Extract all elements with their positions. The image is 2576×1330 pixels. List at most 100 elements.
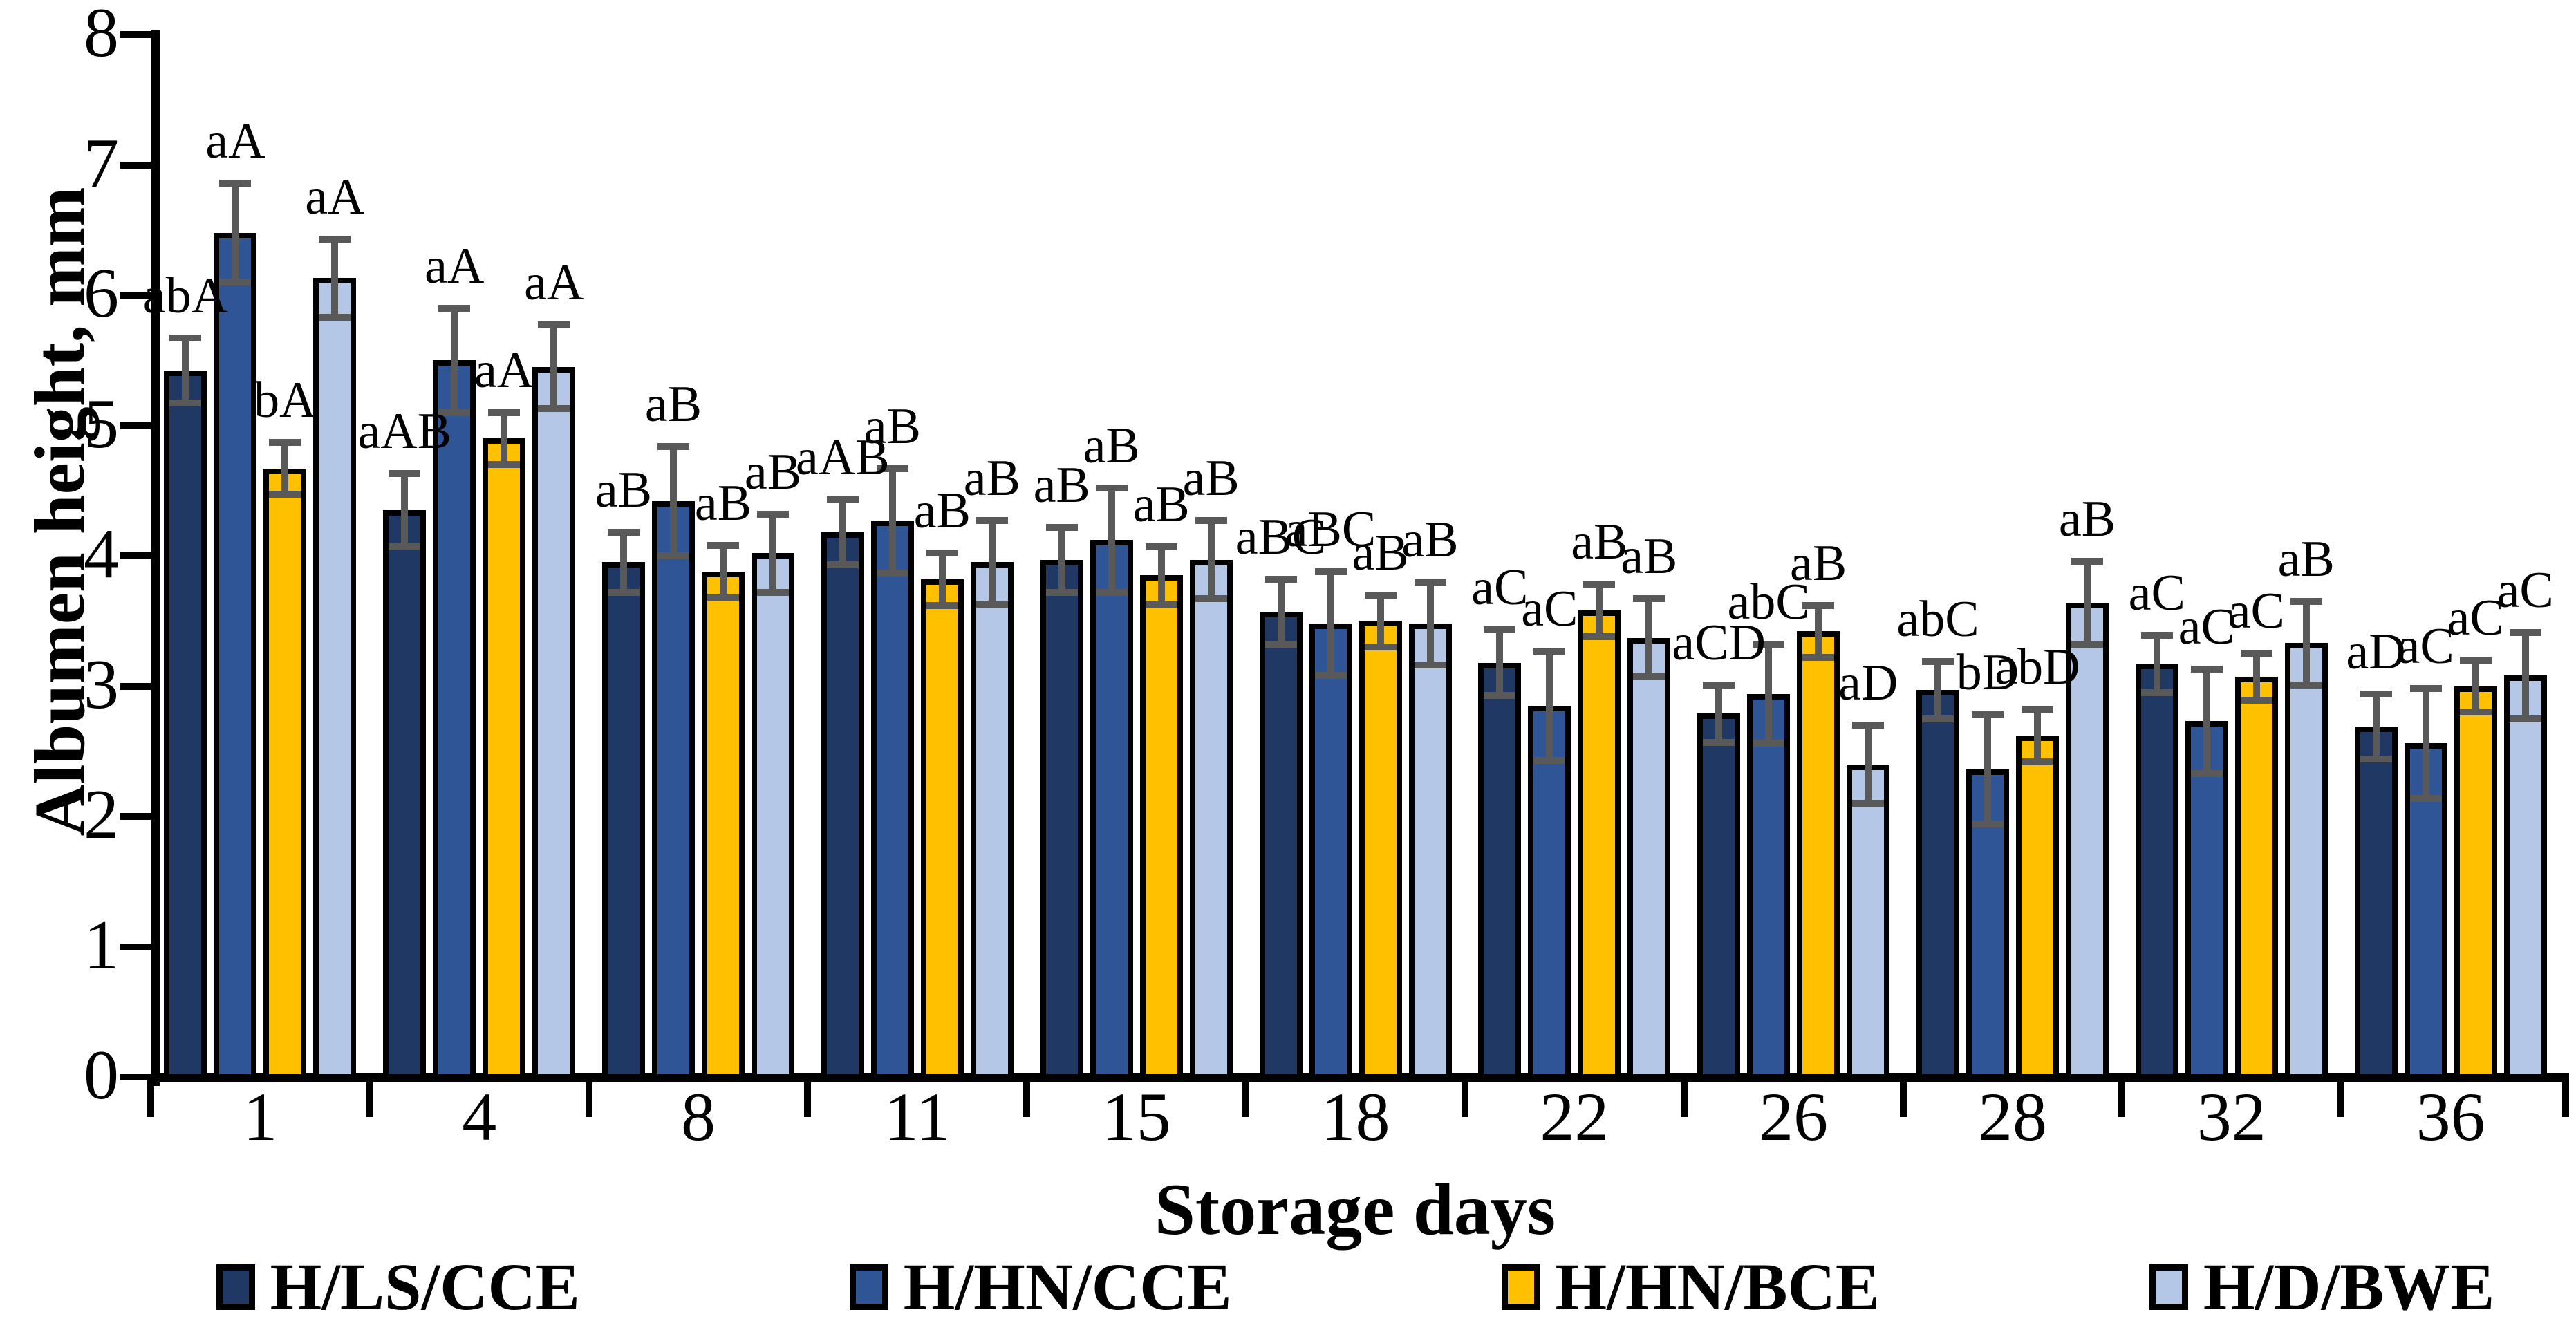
error-bar-cap-top xyxy=(876,465,908,472)
significance-label: aCD xyxy=(1672,614,1766,671)
error-bar-cap-top xyxy=(319,235,351,243)
error-bar-cap-bottom xyxy=(976,600,1008,608)
error-bar-cap-bottom xyxy=(319,314,351,321)
x-category-label: 11 xyxy=(884,1078,951,1155)
x-axis-tick xyxy=(1023,1077,1031,1117)
error-bar-cap-top xyxy=(538,321,570,329)
error-bar-cap-top xyxy=(1195,517,1227,525)
bar xyxy=(214,232,257,1080)
x-category-label: 18 xyxy=(1320,1078,1390,1155)
significance-label: abD xyxy=(1995,639,2080,696)
y-tick-label: 3 xyxy=(84,645,119,724)
error-bar-cap-bottom xyxy=(876,569,908,577)
x-axis-tick xyxy=(804,1077,812,1117)
error-bar-cap-bottom xyxy=(488,461,521,469)
error-bar-cap-top xyxy=(826,496,859,503)
bar xyxy=(1578,610,1621,1080)
bar xyxy=(2065,602,2109,1080)
error-bar-cap-bottom xyxy=(2071,641,2103,648)
error-bar-cap-bottom xyxy=(219,279,252,286)
error-bar-cap-bottom xyxy=(1045,588,1078,596)
significance-label: aD xyxy=(1838,655,1898,712)
error-bar-cap-top xyxy=(2290,597,2322,605)
bar xyxy=(2135,664,2178,1080)
legend-item: H/HN/BCE xyxy=(1501,1250,1880,1324)
legend-label: H/LS/CCE xyxy=(270,1250,580,1324)
error-bar-cap-top xyxy=(1852,722,1885,729)
bar xyxy=(1040,559,1083,1080)
legend: H/LS/CCE H/HN/CCE H/HN/BCE H/D/BWE xyxy=(151,1253,2560,1322)
error-bar-cap-bottom xyxy=(1852,800,1885,807)
error-bar xyxy=(888,468,896,573)
error-bar xyxy=(1645,599,1653,677)
error-bar xyxy=(501,412,508,465)
error-bar-cap-top xyxy=(488,409,521,416)
x-category-label: 32 xyxy=(2196,1078,2266,1155)
y-axis-tick xyxy=(120,1074,151,1080)
significance-label: bD xyxy=(1956,644,2019,701)
error-bar-cap-bottom xyxy=(1364,643,1397,650)
error-bar-cap-bottom xyxy=(1195,595,1227,603)
x-axis-tick xyxy=(1899,1077,1907,1117)
error-bar-cap-bottom xyxy=(1264,641,1297,648)
legend-label: H/D/BWE xyxy=(2203,1250,2495,1324)
error-bar xyxy=(1715,684,1723,742)
error-bar-cap-top xyxy=(2409,685,2442,693)
error-bar xyxy=(1815,605,1822,658)
bar xyxy=(1528,705,1571,1080)
legend-swatch xyxy=(2149,1264,2188,1310)
x-axis-tick xyxy=(2562,1077,2569,1117)
bar xyxy=(752,553,795,1080)
bar xyxy=(870,521,914,1080)
error-bar xyxy=(401,474,409,547)
legend-label: H/HN/BCE xyxy=(1555,1250,1880,1324)
significance-label: aB xyxy=(1083,417,1140,474)
bar xyxy=(1309,624,1352,1080)
y-tick-label: 8 xyxy=(84,0,119,72)
bar xyxy=(1797,631,1840,1080)
error-bar-cap-top xyxy=(757,510,790,518)
x-category-label: 22 xyxy=(1540,1078,1609,1155)
error-bar-cap-top xyxy=(269,439,301,446)
bar xyxy=(2234,677,2278,1080)
error-bar-cap-top xyxy=(438,304,471,312)
significance-label: aB xyxy=(864,397,921,455)
significance-label: aA xyxy=(205,112,265,169)
bar xyxy=(652,500,696,1080)
x-category-label: 8 xyxy=(681,1078,716,1155)
error-bar xyxy=(1596,584,1603,637)
significance-label: aB xyxy=(1571,514,1628,571)
error-bar xyxy=(2153,635,2160,693)
x-category-label: 28 xyxy=(1977,1078,2047,1155)
bar xyxy=(1359,621,1402,1080)
significance-label: aB xyxy=(644,375,702,433)
significance-label: aA xyxy=(305,168,365,225)
error-bar-cap-top xyxy=(707,541,740,549)
y-tick-label: 1 xyxy=(84,906,119,984)
legend-swatch xyxy=(849,1264,888,1310)
error-bar-cap-top xyxy=(1314,568,1347,575)
error-bar-cap-top xyxy=(2240,650,2272,657)
error-bar xyxy=(451,308,458,413)
bar xyxy=(702,571,745,1080)
error-bar xyxy=(988,521,996,604)
y-tick-label: 4 xyxy=(84,514,119,593)
x-category-label: 26 xyxy=(1759,1078,1829,1155)
significance-label: aC xyxy=(2447,589,2504,646)
error-bar-cap-bottom xyxy=(1753,740,1785,747)
error-bar-cap-bottom xyxy=(1414,662,1446,669)
error-bar xyxy=(1934,661,1941,719)
error-bar-cap-top xyxy=(2190,665,2223,673)
x-axis-tick xyxy=(1461,1077,1468,1117)
error-bar xyxy=(1157,546,1165,604)
significance-label: aC xyxy=(2397,618,2454,675)
bar xyxy=(1139,575,1183,1080)
significance-label: aBC xyxy=(1235,508,1327,565)
legend-item: H/HN/CCE xyxy=(849,1254,1232,1320)
bar xyxy=(2284,643,2328,1080)
error-bar xyxy=(2422,689,2429,798)
error-bar xyxy=(281,442,289,495)
significance-label: aB xyxy=(2277,530,2335,588)
bar xyxy=(2503,675,2547,1080)
significance-label: aB xyxy=(963,450,1020,507)
